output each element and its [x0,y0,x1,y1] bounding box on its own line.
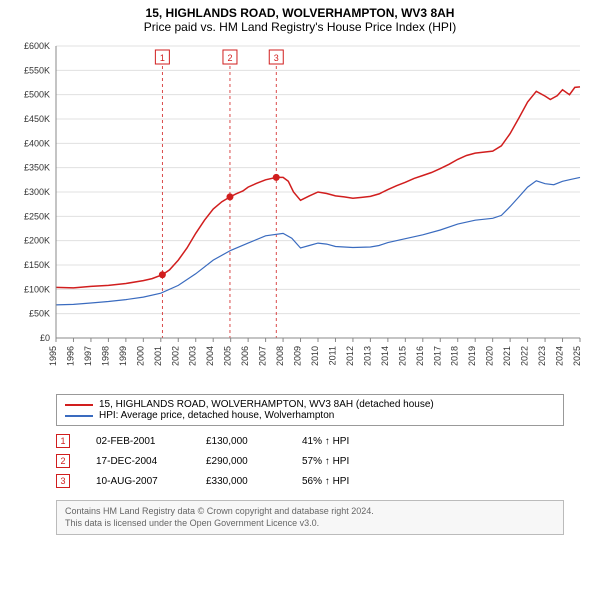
y-tick-label: £200K [24,236,50,246]
x-tick-label: 2014 [380,346,390,366]
legend-label: 15, HIGHLANDS ROAD, WOLVERHAMPTON, WV3 8… [99,399,434,410]
y-tick-label: £100K [24,284,50,294]
x-tick-label: 2023 [537,346,547,366]
chart-area: £0 £50K £100K £150K £200K £250K £300K £350K £400… [0,38,600,388]
x-tick-label: 2017 [432,346,442,366]
footer-line2: This data is licensed under the Open Gov… [65,518,555,530]
sales-num: 3 [56,474,70,488]
sales-price: £130,000 [206,436,276,447]
y-tick-label: £350K [24,163,50,173]
x-tick-label: 2009 [293,346,303,366]
x-tick-label: 2002 [170,346,180,366]
x-tick-label: 1998 [100,346,110,366]
x-tick-label: 2018 [450,346,460,366]
y-tick-label: £400K [24,138,50,148]
page-container: 15, HIGHLANDS ROAD, WOLVERHAMPTON, WV3 8… [0,0,600,590]
legend-label: HPI: Average price, detached house, Wolv… [99,410,334,421]
sales-num: 2 [56,454,70,468]
x-tick-label: 2012 [345,346,355,366]
sales-pct: 56% ↑ HPI [302,476,382,487]
legend-swatch [65,404,93,406]
legend-box: 15, HIGHLANDS ROAD, WOLVERHAMPTON, WV3 8… [56,394,564,426]
marker-num: 3 [274,53,279,63]
footer-line1: Contains HM Land Registry data © Crown c… [65,506,555,518]
chart-titles: 15, HIGHLANDS ROAD, WOLVERHAMPTON, WV3 8… [0,0,600,38]
y-tick-label: £550K [24,65,50,75]
marker-num: 2 [227,53,232,63]
legend-row: 15, HIGHLANDS ROAD, WOLVERHAMPTON, WV3 8… [65,399,555,410]
chart-title-address: 15, HIGHLANDS ROAD, WOLVERHAMPTON, WV3 8… [0,6,600,20]
x-tick-label: 1997 [83,346,93,366]
sales-price: £290,000 [206,456,276,467]
y-tick-label: £450K [24,114,50,124]
x-tick-label: 2022 [520,346,530,366]
y-tick-label: £300K [24,187,50,197]
sales-pct: 57% ↑ HPI [302,456,382,467]
x-tick-label: 2019 [467,346,477,366]
chart-title-subtitle: Price paid vs. HM Land Registry's House … [0,20,600,34]
sales-date: 17-DEC-2004 [96,456,180,467]
x-tick-label: 2006 [240,346,250,366]
sales-row: 1 02-FEB-2001 £130,000 41% ↑ HPI [56,434,564,448]
x-tick-label: 2000 [135,346,145,366]
x-tick-label: 2024 [555,346,565,366]
y-tick-label: £600K [24,41,50,51]
marker-dot [273,174,280,181]
x-tick-label: 2004 [205,346,215,366]
x-tick-label: 2020 [485,346,495,366]
x-tick-label: 2011 [327,346,337,365]
x-tick-label: 2013 [362,346,372,366]
y-tick-label: £50K [29,309,50,319]
y-tick-label: £250K [24,211,50,221]
legend-swatch [65,415,93,417]
x-tick-label: 1995 [48,346,58,366]
marker-dot [159,271,166,278]
sales-date: 02-FEB-2001 [96,436,180,447]
sales-row: 2 17-DEC-2004 £290,000 57% ↑ HPI [56,454,564,468]
sales-row: 3 10-AUG-2007 £330,000 56% ↑ HPI [56,474,564,488]
x-tick-label: 1996 [65,346,75,366]
x-tick-label: 2005 [223,346,233,366]
x-tick-label: 2008 [275,346,285,366]
sales-table: 1 02-FEB-2001 £130,000 41% ↑ HPI 2 17-DEC-200… [56,434,564,494]
marker-num: 1 [160,53,165,63]
sales-date: 10-AUG-2007 [96,476,180,487]
chart-svg: £0 £50K £100K £150K £200K £250K £300K £350K £400… [0,38,600,388]
sales-num: 1 [56,434,70,448]
x-tick-label: 2003 [188,346,198,366]
x-tick-label: 2001 [153,346,163,366]
x-tick-label: 2016 [415,346,425,366]
sales-pct: 41% ↑ HPI [302,436,382,447]
x-tick-label: 1999 [118,346,128,366]
legend-row: HPI: Average price, detached house, Wolv… [65,410,555,421]
x-tick-label: 2021 [502,346,512,366]
y-tick-label: £0 [40,333,50,343]
y-tick-label: £500K [24,90,50,100]
sales-price: £330,000 [206,476,276,487]
footer-box: Contains HM Land Registry data © Crown c… [56,500,564,535]
x-tick-label: 2015 [397,346,407,366]
x-tick-label: 2007 [258,346,268,366]
y-tick-label: £150K [24,260,50,270]
x-tick-label: 2010 [310,346,320,366]
marker-dot [226,193,233,200]
x-tick-label: 2025 [572,346,582,366]
